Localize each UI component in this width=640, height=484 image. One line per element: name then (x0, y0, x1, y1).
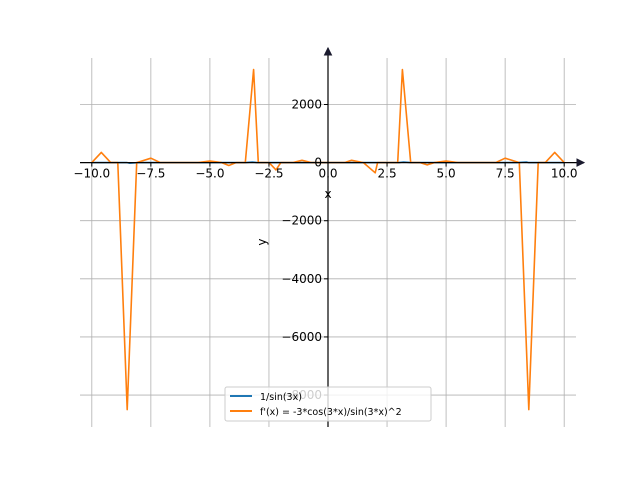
x-tick-label-8: 10.0 (551, 167, 578, 181)
y-tick-label-3: −2000 (281, 214, 322, 228)
x-tick-label-6: 5.0 (437, 167, 456, 181)
legend: 1/sin(3x) f'(x) = -3*cos(3*x)/sin(3*x)^2 (224, 386, 432, 422)
x-tick-label-5: 2.5 (378, 167, 397, 181)
x-tick-label-3: −2.5 (254, 167, 283, 181)
x-tick-label-0: −10.0 (73, 167, 110, 181)
legend-label-series-1: 1/sin(3x) (260, 392, 302, 403)
y-tick-label-2: −4000 (281, 272, 322, 286)
y-tick-label-5: 2000 (291, 97, 322, 111)
y-axis-label: y (255, 238, 269, 245)
x-axis-arrow (576, 158, 586, 167)
ticks: −10.0−7.5−5.0−2.50.02.55.07.510.0−8000−6… (73, 97, 577, 402)
y-axis-arrow (323, 46, 333, 56)
x-axis-label: x (324, 187, 331, 201)
axes (80, 46, 586, 427)
y-tick-label-1: −6000 (281, 330, 322, 344)
x-tick-label-2: −5.0 (195, 167, 224, 181)
x-tick-label-7: 7.5 (496, 167, 515, 181)
legend-label-series-2: f'(x) = -3*cos(3*x)/sin(3*x)^2 (260, 407, 402, 418)
y-tick-label-4: 0 (314, 156, 322, 170)
x-tick-label-1: −7.5 (136, 167, 165, 181)
x-tick-label-4: 0.0 (318, 167, 337, 181)
legend-box (224, 386, 432, 422)
